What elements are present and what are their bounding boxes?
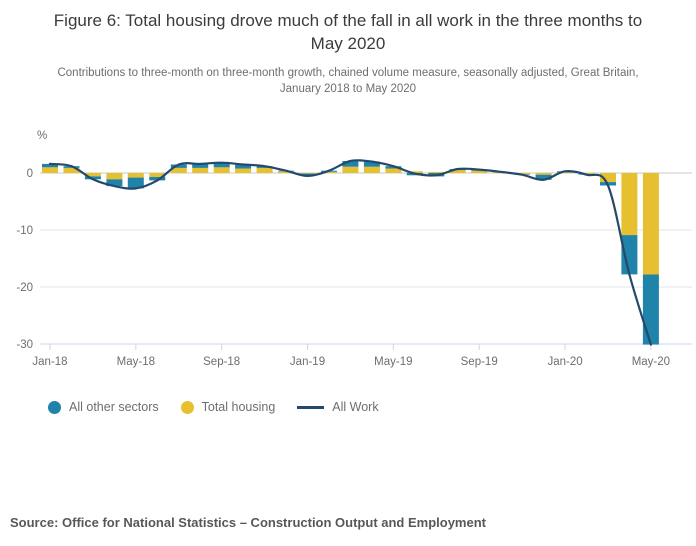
svg-text:Sep-18: Sep-18	[203, 356, 240, 368]
svg-text:May-19: May-19	[374, 356, 412, 368]
legend-label-total-housing: Total housing	[201, 400, 276, 415]
source-text: Source: Office for National Statistics –…	[10, 515, 486, 530]
legend-label-all-other-sectors: All other sectors	[69, 400, 159, 415]
svg-text:Jan-18: Jan-18	[32, 356, 67, 368]
svg-text:-30: -30	[16, 339, 33, 351]
svg-text:-10: -10	[16, 225, 33, 237]
svg-text:May-18: May-18	[117, 356, 155, 368]
chart-legend: All other sectors Total housing All Work	[0, 400, 696, 414]
figure-title: Figure 6: Total housing drove much of th…	[53, 11, 643, 53]
all-other-sectors-swatch-icon	[48, 400, 61, 414]
svg-text:-20: -20	[16, 282, 33, 294]
svg-text:Jan-20: Jan-20	[547, 356, 582, 368]
svg-text:0: 0	[27, 168, 33, 180]
all-work-line-swatch-icon	[297, 405, 325, 409]
svg-text:Sep-19: Sep-19	[461, 356, 498, 368]
chart-canvas: 0 -10 -20 -30% Jan-18 May-18 Sep-18 Jan-19 May-1…	[16, 130, 692, 368]
legend-item-total-housing[interactable]: Total housing	[180, 400, 276, 415]
total-housing-swatch-icon	[180, 400, 194, 414]
svg-text:Jan-19: Jan-19	[290, 356, 325, 368]
svg-text:May-20: May-20	[632, 356, 670, 368]
legend-item-all-work[interactable]: All Work	[297, 400, 379, 415]
figure-subtitle: Contributions to three-month on three-mo…	[57, 66, 639, 95]
all-work-line	[48, 159, 652, 346]
legend-label-all-work: All Work	[332, 400, 379, 415]
chart-area: 0 -10 -20 -30% Jan-18 May-18 Sep-18 Jan-19 May-1…	[0, 123, 696, 378]
gridlines	[40, 172, 692, 288]
y-axis-unit-label: %	[37, 130, 47, 142]
legend-item-all-other-sectors[interactable]: All other sectors	[48, 400, 159, 414]
x-axis-labels: Jan-18 May-18 Sep-18 Jan-19 May-19 Sep-19 Jan-…	[32, 344, 670, 368]
y-axis-labels: 0 -10 -20 -30	[16, 168, 33, 351]
